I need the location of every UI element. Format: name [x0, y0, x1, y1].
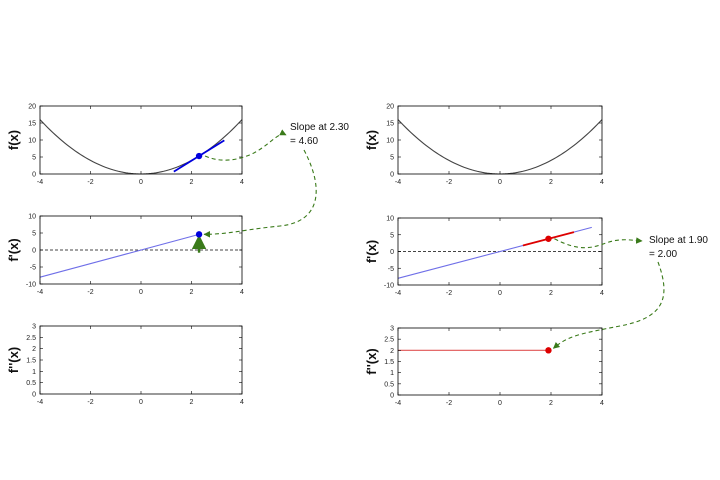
- axes-frame: [397, 105, 603, 175]
- y-tick-label: 0: [390, 249, 394, 256]
- x-tick-label: -2: [446, 179, 452, 186]
- annotation-right-line2: = 2.00: [649, 249, 678, 260]
- y-tick-label: 1: [32, 369, 36, 376]
- x-tick-label: -2: [446, 290, 452, 297]
- annotation-connectors: [203, 129, 665, 349]
- data-point: [545, 347, 552, 354]
- x-tick-label: 2: [549, 290, 553, 297]
- x-tick-label: -4: [37, 179, 43, 186]
- y-tick-label: 0.5: [26, 380, 36, 387]
- y-tick-label: 0.5: [384, 381, 394, 388]
- y-tick-label: 5: [390, 232, 394, 239]
- series-line-right-top: [397, 119, 603, 175]
- y-tick-label: 2.5: [26, 335, 36, 342]
- x-tick-label: -2: [446, 400, 452, 407]
- x-tick-label: 4: [240, 289, 244, 296]
- x-tick-label: 2: [549, 400, 553, 407]
- y-tick-label: 10: [386, 216, 394, 223]
- y-tick-label: 0: [390, 393, 394, 400]
- y-tick-label: 1: [390, 370, 394, 377]
- x-tick-label: 0: [139, 399, 143, 406]
- annotation-left-line1: Slope at 2.30: [290, 122, 349, 133]
- y-axis-label: f''(x): [364, 348, 379, 374]
- y-tick-label: -10: [384, 283, 394, 290]
- x-tick-label: 2: [190, 289, 194, 296]
- x-tick-label: 2: [190, 399, 194, 406]
- panel-right-bottom: -4 -2 0 2 4 0 0.5 1 1.5 2 2.5 3 f''(x): [364, 326, 604, 408]
- x-tick-label: -2: [87, 289, 93, 296]
- x-tick-label: 4: [600, 179, 604, 186]
- y-tick-label: 5: [32, 231, 36, 238]
- series-line-left-middle: [39, 233, 200, 278]
- y-tick-label: 10: [386, 138, 394, 145]
- y-axis-label: f(x): [364, 130, 379, 150]
- y-tick-label: 20: [28, 104, 36, 111]
- connector-right-bottom: [552, 261, 665, 349]
- x-tick-label: -4: [395, 179, 401, 186]
- x-tick-label: 4: [240, 179, 244, 186]
- y-tick-label: 20: [386, 104, 394, 111]
- y-tick-label: 1.5: [384, 359, 394, 366]
- axes-frame: [39, 325, 243, 395]
- data-point: [195, 152, 203, 160]
- y-tick-label: 0: [32, 248, 36, 255]
- y-tick-label: 5: [390, 155, 394, 162]
- y-tick-label: 0: [32, 172, 36, 179]
- y-tick-label: 2: [390, 348, 394, 355]
- y-tick-label: 1.5: [26, 358, 36, 365]
- y-tick-label: -10: [26, 282, 36, 289]
- y-tick-label: 0: [390, 172, 394, 179]
- y-axis-label: f''(x): [6, 347, 21, 373]
- connector-left-top: [204, 129, 287, 161]
- panel-left-middle: -4 -2 0 2 4 -10 -5 0 5 10 f'(x): [6, 214, 244, 297]
- y-axis-label: f'(x): [6, 238, 21, 261]
- y-axis-label: f(x): [6, 130, 21, 150]
- data-point: [545, 235, 552, 242]
- y-tick-label: 2.5: [384, 337, 394, 344]
- y-tick-label: -5: [30, 265, 36, 272]
- y-tick-label: 3: [390, 326, 394, 333]
- panel-right-top: -4 -2 0 2 4 0 5 10 15 20 f(x): [364, 104, 604, 187]
- connector-right-top: [554, 237, 643, 249]
- x-tick-label: 0: [498, 400, 502, 407]
- x-tick-label: 0: [498, 179, 502, 186]
- panel-left-top: -4 -2 0 2 4 0 5 10 15 20 f(x): [6, 104, 244, 187]
- x-tick-label: 2: [549, 179, 553, 186]
- y-tick-label: 10: [28, 138, 36, 145]
- x-tick-label: -4: [37, 399, 43, 406]
- x-tick-label: 0: [139, 179, 143, 186]
- data-point: [195, 231, 203, 238]
- x-tick-label: -4: [37, 289, 43, 296]
- x-tick-label: -4: [395, 400, 401, 407]
- connector-left-bottom: [203, 149, 317, 238]
- axes-frame: [397, 327, 603, 396]
- panel-right-middle: -4 -2 0 2 4 -10 -5 0 5 10 f'(x): [364, 216, 604, 298]
- y-axis-label: f'(x): [364, 240, 379, 263]
- x-tick-label: -2: [87, 399, 93, 406]
- x-tick-label: 2: [190, 179, 194, 186]
- x-tick-label: 4: [600, 400, 604, 407]
- x-tick-label: 4: [600, 290, 604, 297]
- x-tick-label: -4: [395, 290, 401, 297]
- y-tick-label: 3: [32, 324, 36, 331]
- panel-left-bottom: -4 -2 0 2 4 0 0.5 1 1.5 2 2.5 3 f''(x): [6, 324, 244, 407]
- x-tick-label: -2: [87, 179, 93, 186]
- y-tick-label: 15: [386, 121, 394, 128]
- x-tick-label: 0: [498, 290, 502, 297]
- x-tick-label: 0: [139, 289, 143, 296]
- axes-frame: [39, 105, 243, 175]
- x-tick-label: 4: [240, 399, 244, 406]
- y-tick-label: 5: [32, 155, 36, 162]
- y-tick-label: 2: [32, 346, 36, 353]
- series-line-left-top: [39, 119, 243, 175]
- y-tick-label: 15: [28, 121, 36, 128]
- annotation-right-line1: Slope at 1.90: [649, 235, 708, 246]
- annotation-left-line2: = 4.60: [290, 136, 319, 147]
- y-tick-label: 10: [28, 214, 36, 221]
- y-tick-label: 0: [32, 392, 36, 399]
- y-tick-label: -5: [388, 266, 394, 273]
